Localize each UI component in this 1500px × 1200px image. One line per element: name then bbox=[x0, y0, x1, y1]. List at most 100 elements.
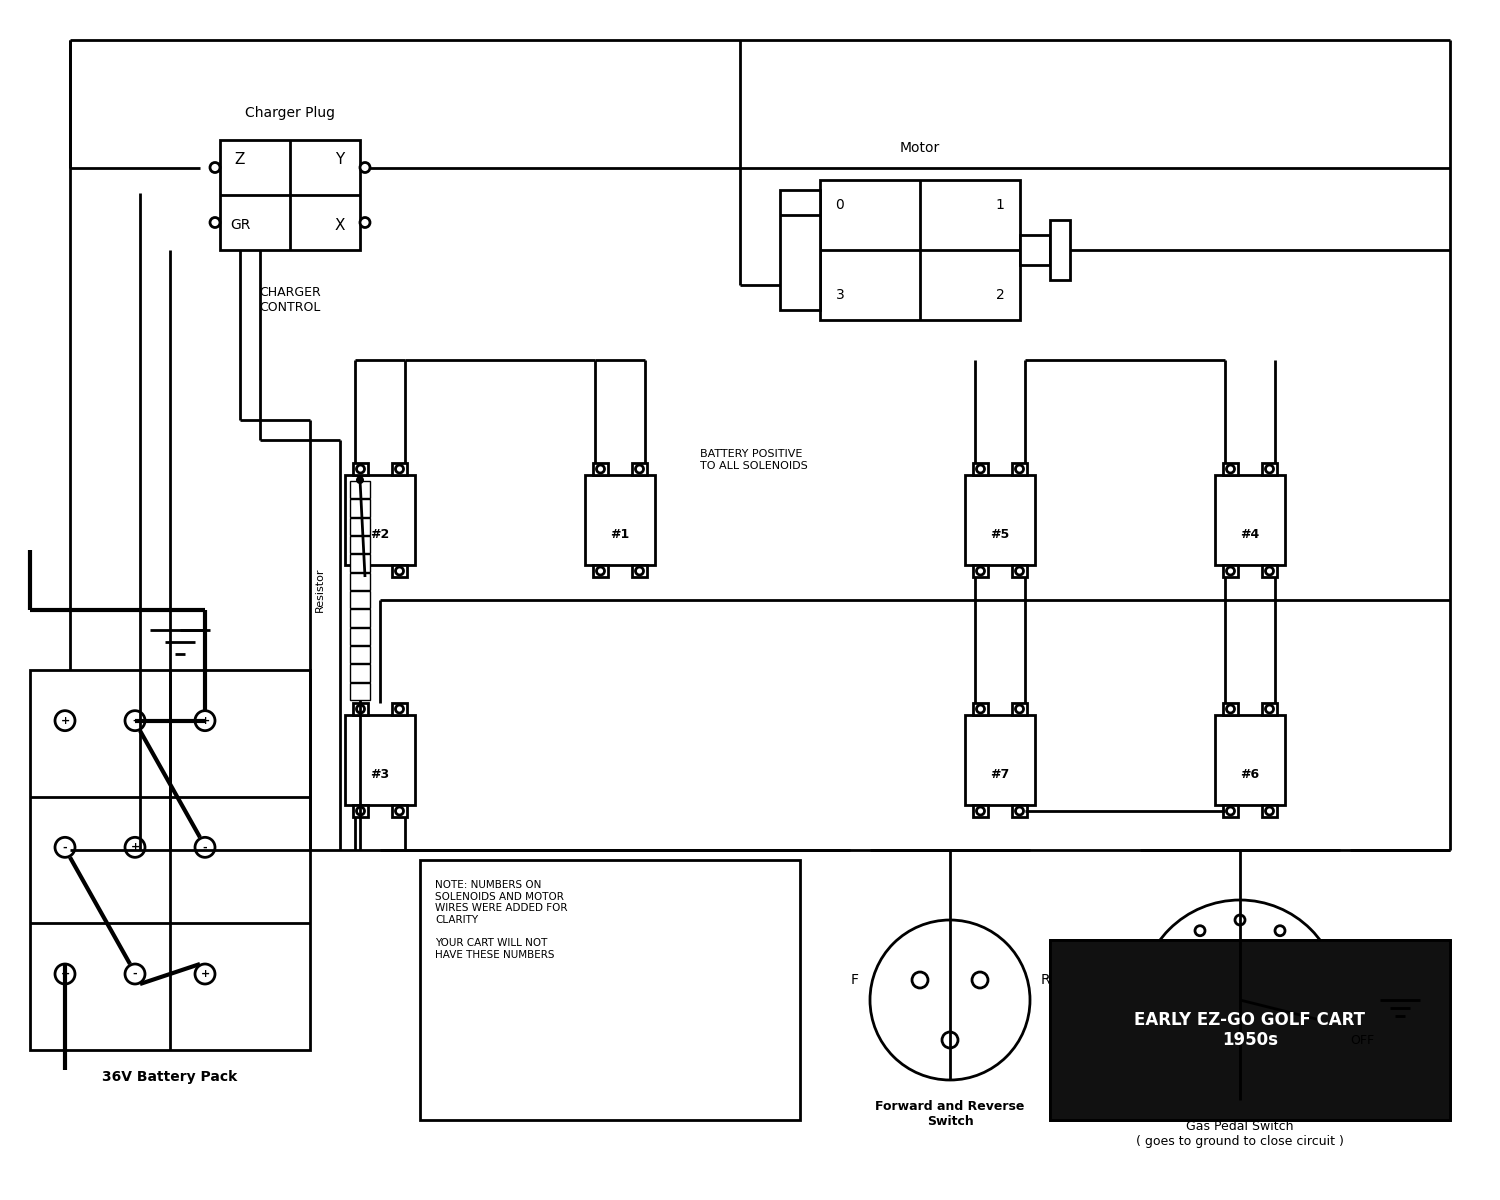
Bar bbox=[1222, 703, 1238, 715]
Text: #1: #1 bbox=[610, 528, 630, 541]
Circle shape bbox=[597, 464, 604, 473]
Bar bbox=[345, 715, 416, 805]
Circle shape bbox=[942, 1032, 958, 1048]
Text: #7: #7 bbox=[990, 768, 1010, 781]
Text: CHARGER
CONTROL: CHARGER CONTROL bbox=[260, 286, 321, 314]
Circle shape bbox=[357, 806, 364, 815]
Bar bbox=[350, 499, 370, 517]
Circle shape bbox=[976, 704, 984, 713]
Bar bbox=[350, 517, 370, 535]
Circle shape bbox=[1227, 704, 1234, 713]
Bar bbox=[350, 572, 370, 590]
Circle shape bbox=[1227, 464, 1234, 473]
Bar bbox=[974, 805, 988, 817]
Circle shape bbox=[912, 972, 928, 988]
Bar bbox=[350, 590, 370, 608]
Circle shape bbox=[1016, 464, 1023, 473]
Text: Charger Plug: Charger Plug bbox=[244, 106, 334, 120]
Bar bbox=[420, 860, 800, 1120]
Bar bbox=[974, 463, 988, 475]
Text: 3: 3 bbox=[836, 288, 844, 302]
Bar bbox=[1050, 940, 1450, 1120]
Circle shape bbox=[396, 464, 404, 473]
Text: BATTERY POSITIVE
TO ALL SOLENOIDS: BATTERY POSITIVE TO ALL SOLENOIDS bbox=[700, 449, 807, 470]
Circle shape bbox=[597, 566, 604, 575]
Bar bbox=[1050, 940, 1450, 1120]
Circle shape bbox=[124, 710, 146, 731]
Bar bbox=[392, 565, 406, 577]
Circle shape bbox=[976, 806, 984, 815]
Circle shape bbox=[396, 704, 404, 713]
Text: X: X bbox=[334, 217, 345, 233]
Circle shape bbox=[195, 964, 214, 984]
Circle shape bbox=[976, 566, 984, 575]
Circle shape bbox=[357, 566, 364, 575]
Text: -: - bbox=[63, 842, 68, 852]
Bar bbox=[1013, 805, 1028, 817]
Text: #2: #2 bbox=[370, 528, 390, 541]
Circle shape bbox=[396, 566, 404, 575]
Text: 0: 0 bbox=[836, 198, 844, 212]
Circle shape bbox=[1016, 704, 1023, 713]
Bar bbox=[392, 703, 406, 715]
Text: #5: #5 bbox=[990, 528, 1010, 541]
Circle shape bbox=[124, 838, 146, 857]
Text: GR: GR bbox=[230, 218, 251, 232]
Circle shape bbox=[210, 217, 220, 228]
Circle shape bbox=[56, 964, 75, 984]
Bar bbox=[350, 683, 370, 700]
Bar bbox=[352, 703, 368, 715]
Circle shape bbox=[976, 464, 984, 473]
Text: +: + bbox=[130, 842, 140, 852]
Text: #3: #3 bbox=[370, 768, 390, 781]
Text: +: + bbox=[201, 715, 210, 726]
Circle shape bbox=[1266, 806, 1274, 815]
Text: -: - bbox=[132, 970, 138, 979]
Bar bbox=[350, 665, 370, 682]
Circle shape bbox=[1316, 995, 1324, 1006]
Text: R: R bbox=[1040, 973, 1050, 986]
Bar bbox=[964, 715, 1035, 805]
Circle shape bbox=[195, 710, 214, 731]
Circle shape bbox=[360, 217, 370, 228]
Circle shape bbox=[972, 972, 988, 988]
Bar bbox=[350, 646, 370, 664]
Text: Gas Pedal Switch
( goes to ground to close circuit ): Gas Pedal Switch ( goes to ground to clo… bbox=[1136, 1120, 1344, 1148]
Bar bbox=[1262, 565, 1276, 577]
Bar bbox=[350, 536, 370, 553]
Circle shape bbox=[396, 806, 404, 815]
Bar bbox=[974, 565, 988, 577]
Circle shape bbox=[1266, 464, 1274, 473]
Circle shape bbox=[1166, 955, 1176, 965]
Text: F: F bbox=[850, 973, 859, 986]
Circle shape bbox=[870, 920, 1030, 1080]
Circle shape bbox=[1305, 955, 1314, 965]
Text: #4: #4 bbox=[1240, 528, 1260, 541]
Bar bbox=[1050, 220, 1070, 280]
Bar bbox=[352, 463, 368, 475]
Text: 2: 2 bbox=[996, 288, 1005, 302]
Circle shape bbox=[56, 838, 75, 857]
Text: Motor: Motor bbox=[900, 140, 940, 155]
Circle shape bbox=[360, 162, 370, 173]
Bar bbox=[1215, 475, 1286, 565]
Bar bbox=[392, 463, 406, 475]
Circle shape bbox=[636, 566, 644, 575]
Circle shape bbox=[124, 964, 146, 984]
Circle shape bbox=[1016, 806, 1023, 815]
Bar bbox=[632, 565, 646, 577]
Bar bbox=[821, 180, 1020, 320]
Bar bbox=[780, 190, 820, 310]
Bar bbox=[1222, 805, 1238, 817]
Circle shape bbox=[56, 710, 75, 731]
Circle shape bbox=[210, 162, 220, 173]
Circle shape bbox=[636, 464, 644, 473]
Circle shape bbox=[1275, 925, 1286, 936]
Text: -: - bbox=[202, 842, 207, 852]
Text: -: - bbox=[132, 715, 138, 726]
Circle shape bbox=[1305, 1034, 1314, 1045]
Text: Forward and Reverse
Switch: Forward and Reverse Switch bbox=[876, 1100, 1025, 1128]
Circle shape bbox=[1234, 914, 1245, 925]
Bar bbox=[1262, 703, 1276, 715]
Bar bbox=[350, 610, 370, 626]
